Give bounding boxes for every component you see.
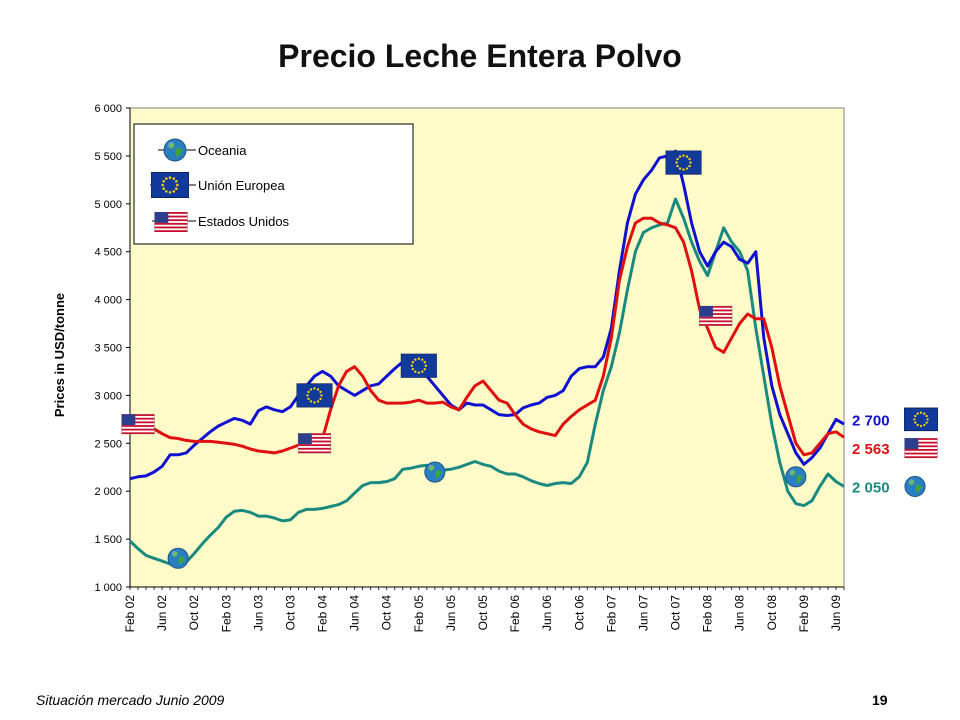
eu-flag-icon <box>400 353 437 378</box>
eu-flag-icon <box>904 407 938 432</box>
x-tick-label: Feb 09 <box>797 595 811 633</box>
y-tick-label: 2 000 <box>94 486 122 498</box>
x-axis: Feb 02 Jun 02 Oct 02 Feb 03 Jun 03 Oct 03 Feb … <box>123 586 845 633</box>
globe-icon <box>424 461 446 483</box>
page-number: 19 <box>872 692 888 708</box>
x-tick-label: Feb 05 <box>412 595 426 633</box>
eu-flag-icon <box>296 383 333 408</box>
footer-text: Situación mercado Junio 2009 <box>36 692 225 708</box>
eu-flag-icon <box>665 150 702 175</box>
us-flag-icon <box>121 414 155 435</box>
series-line-oceania <box>128 197 845 566</box>
legend-entry-union-europea: Unión Europea <box>150 172 285 198</box>
y-tick-label: 3 500 <box>94 343 122 355</box>
legend-label-estados-unidos: Estados Unidos <box>198 214 290 229</box>
x-tick-label: Jun 09 <box>829 595 843 631</box>
x-tick-label: Feb 08 <box>701 595 715 633</box>
legend: Oceania Unión Europea Estados Unidos <box>133 123 414 245</box>
legend-label-oceania: Oceania <box>198 143 247 158</box>
x-tick-label: Feb 03 <box>219 595 233 633</box>
x-tick-label: Jun 08 <box>733 595 747 631</box>
globe-icon <box>167 547 189 569</box>
y-tick-label: 5 000 <box>94 199 122 211</box>
series-line-union-europea <box>129 149 845 481</box>
y-tick-label: 1 000 <box>94 582 122 594</box>
us-flag-icon <box>904 438 938 459</box>
y-tick-label: 4 000 <box>94 295 122 307</box>
y-tick-label: 6 000 <box>94 103 122 115</box>
y-tick-label: 5 500 <box>94 151 122 163</box>
series-layer <box>128 149 845 566</box>
x-tick-label: Oct 03 <box>283 595 297 631</box>
x-tick-label: Jun 03 <box>251 595 265 631</box>
x-tick-label: Oct 08 <box>765 595 779 631</box>
x-tick-label: Oct 04 <box>380 595 394 631</box>
end-label-oceania: 2 050 <box>852 479 890 496</box>
y-tick-label: 3 000 <box>94 390 122 402</box>
x-tick-label: Oct 02 <box>187 595 201 631</box>
x-tick-label: Feb 06 <box>508 595 522 633</box>
slide-title: Precio Leche Entera Polvo <box>278 38 682 74</box>
eu-flag-icon <box>151 172 189 198</box>
y-tick-label: 1 500 <box>94 534 122 546</box>
legend-label-union-europea: Unión Europea <box>198 178 285 193</box>
legend-entry-estados-unidos: Estados Unidos <box>152 212 290 232</box>
globe-icon <box>163 138 187 162</box>
x-tick-label: Oct 05 <box>476 595 490 631</box>
us-flag-icon <box>297 433 332 454</box>
series-line-estados-unidos <box>129 216 845 457</box>
x-tick-label: Jun 05 <box>444 595 458 631</box>
y-tick-label: 2 500 <box>94 438 122 450</box>
globe-icon <box>904 475 926 497</box>
us-flag-icon <box>698 305 733 326</box>
x-tick-label: Feb 04 <box>316 595 330 633</box>
end-label-union-europea: 2 700 <box>852 412 890 429</box>
x-tick-label: Jun 07 <box>636 595 650 631</box>
end-label-estados-unidos: 2 563 <box>852 441 890 458</box>
x-tick-label: Feb 07 <box>604 595 618 633</box>
x-tick-label: Oct 06 <box>572 595 586 631</box>
x-tick-label: Jun 02 <box>155 595 169 631</box>
x-tick-label: Feb 02 <box>123 595 137 633</box>
y-tick-label: 4 500 <box>94 247 122 259</box>
x-tick-label: Jun 04 <box>348 595 362 631</box>
us-flag-icon <box>154 212 188 232</box>
y-axis: 1 000 1 500 2 000 2 500 3 000 3 500 4 000 4 500… <box>94 103 131 594</box>
x-tick-label: Oct 07 <box>669 595 683 631</box>
legend-entry-oceania: Oceania <box>158 138 247 162</box>
globe-icon <box>785 466 807 488</box>
end-labels: 2 700 2 563 2 050 <box>852 407 938 497</box>
y-axis-label: Prices in USD/tonne <box>52 293 67 417</box>
x-tick-label: Jun 06 <box>540 595 554 631</box>
